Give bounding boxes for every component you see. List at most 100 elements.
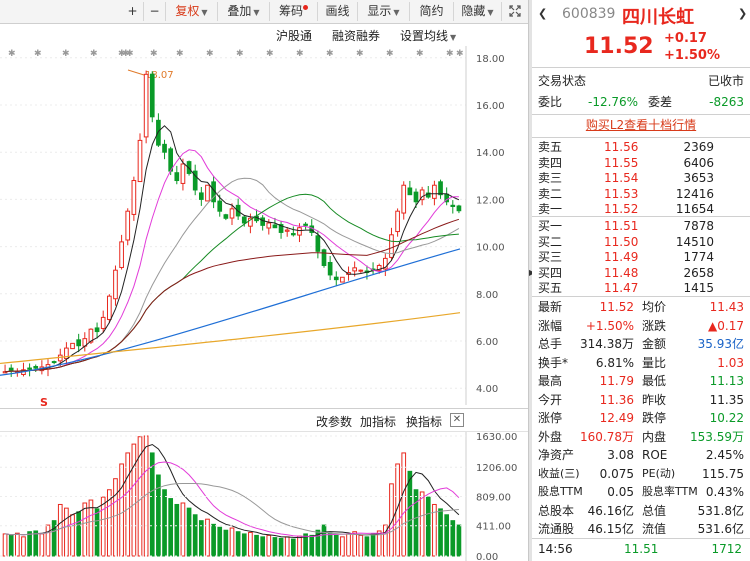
ask-label: 卖四 [538,155,563,170]
candle-body [450,204,456,207]
xianshi-dropdown[interactable]: 显示 ▼ [358,2,410,21]
gaicanshu-button[interactable]: 改参数 [316,415,353,429]
candle-body [358,269,364,272]
volume-bar [272,537,278,557]
candle-body [106,295,112,320]
ask-volume: 11654 [675,202,714,217]
candle-body [8,367,14,371]
candle-body [119,241,124,268]
buy-l2-link[interactable]: 购买L2查看十档行情 [585,118,697,132]
candle-body [100,316,106,329]
volume-bar [125,452,131,557]
chouma-label: 筹码 [278,4,303,18]
stats-row: 总股本 46.16亿 总值 531.8亿 [532,502,750,520]
ask-row[interactable]: 卖一 11.52 11654 [532,201,750,217]
volume-bar [413,489,419,557]
volume-bar [370,533,376,557]
stat-value: 11.35 [709,392,744,407]
prev-stock-icon[interactable]: ❮ [538,7,548,20]
candle-body [149,73,155,118]
hugutong-link[interactable]: 沪股通 [276,29,313,43]
volume-bar [137,436,143,557]
candle-body [137,139,143,183]
chouma-button[interactable]: 筹码 [270,2,318,21]
zoom-out-button[interactable]: − [144,2,166,21]
stat-value: 531.6亿 [697,522,744,536]
bid-row[interactable]: 买二 11.50 14510 [532,234,750,250]
chevron-down-icon: ▼ [253,8,260,17]
last-price: 11.52 [584,34,654,59]
volume-bar [192,514,198,557]
stats-row: 流通股 46.15亿 流值 531.6亿 [532,520,750,538]
candle-body [297,227,302,236]
ma120-line [0,248,461,376]
candle-body [143,73,149,138]
ask-row[interactable]: 卖五 11.56 2369 [532,139,750,155]
bid-price: 11.49 [604,250,639,265]
bid-row[interactable]: 买五 11.47 1415 [532,280,750,296]
volume-bar [382,524,388,557]
yincang-dropdown[interactable]: 隐藏 ▼ [454,2,502,21]
price-tick-label: 8.00 [476,290,498,301]
diejia-dropdown[interactable]: 叠加 ▼ [218,2,270,21]
stat-label: 股息TTM [538,485,583,498]
volume-bar [217,526,223,557]
stat-label: 收益(三) [538,466,580,480]
fuquan-dropdown[interactable]: 复权 ▼ [166,2,218,21]
divider-line [532,216,750,217]
candle-body [278,224,284,233]
chevron-down-icon: ▼ [393,8,400,17]
volume-ma5-line [5,443,460,539]
stat-value: 160.78万 [580,429,634,444]
chevron-down-icon: ▼ [201,8,208,17]
volume-bar [143,435,149,557]
ask-row[interactable]: 卖四 11.55 6406 [532,155,750,171]
close-icon[interactable]: ✕ [450,413,464,427]
next-stock-icon[interactable]: ❯ [738,7,748,20]
volume-bar [352,531,358,557]
chart-toolbar: + − 复权 ▼ 叠加 ▼ 筹码 画线 显示 ▼ 简约 隐藏 ▼ [0,0,528,24]
ask-volume: 2369 [683,140,714,154]
ask-volume: 6406 [683,155,714,170]
huanzhibiao-button[interactable]: 换指标 [406,415,443,429]
jiazhibiao-button[interactable]: 加指标 [360,415,397,429]
rongzirongquan-link[interactable]: 融资融券 [332,29,381,43]
chart-sub-toolbar: 沪股通 融资融券 设置均线 ▼ [0,25,528,45]
bid-row[interactable]: 买三 11.49 1774 [532,249,750,265]
volume-bar [64,507,69,557]
yincang-label: 隐藏 [461,4,486,18]
kline-chart-pane: + − 复权 ▼ 叠加 ▼ 筹码 画线 显示 ▼ 简约 隐藏 ▼ 沪股通 融资融券 设置… [0,0,528,561]
expand-button[interactable] [504,2,526,21]
candle-body [113,269,118,300]
huaxian-button[interactable]: 画线 [318,2,358,21]
stat-value: 314.38万 [580,337,634,351]
bid-volume: 14510 [675,234,714,249]
price-tick-label: 6.00 [476,337,498,348]
stat-label: 流值 [642,522,667,536]
ma-settings-dropdown[interactable]: 设置均线 ▼ [400,27,456,44]
trade-status-label: 交易状态 [538,74,587,88]
candle-body [33,365,39,369]
volume-bar [278,537,284,557]
stat-value: 11.43 [709,300,744,314]
stats-row: 股息TTM 0.05 股息率TTM 0.43% [532,483,750,501]
bid-volume: 7878 [683,219,714,233]
volume-bar [438,508,443,557]
tick-price: 11.51 [624,542,659,556]
zoom-in-button[interactable]: + [122,2,144,21]
bid-row[interactable]: 买一 11.51 7878 [532,218,750,234]
event-star-icon: ✱ [118,49,126,59]
ma30-line [5,193,459,373]
divider-line [532,296,750,297]
event-star-icon: ✱ [126,49,134,59]
bid-volume: 1774 [683,250,714,265]
volume-bar [39,533,45,557]
jianyue-button[interactable]: 简约 [410,2,454,21]
ask-row[interactable]: 卖二 11.53 12416 [532,186,750,202]
bid-row[interactable]: 买四 11.48 2658 [532,265,750,281]
ask-row[interactable]: 卖三 11.54 3653 [532,170,750,186]
volume-bar [456,524,462,557]
volume-bar [340,536,345,557]
stat-value: 46.16亿 [587,503,634,518]
stat-label: 量比 [642,355,667,370]
